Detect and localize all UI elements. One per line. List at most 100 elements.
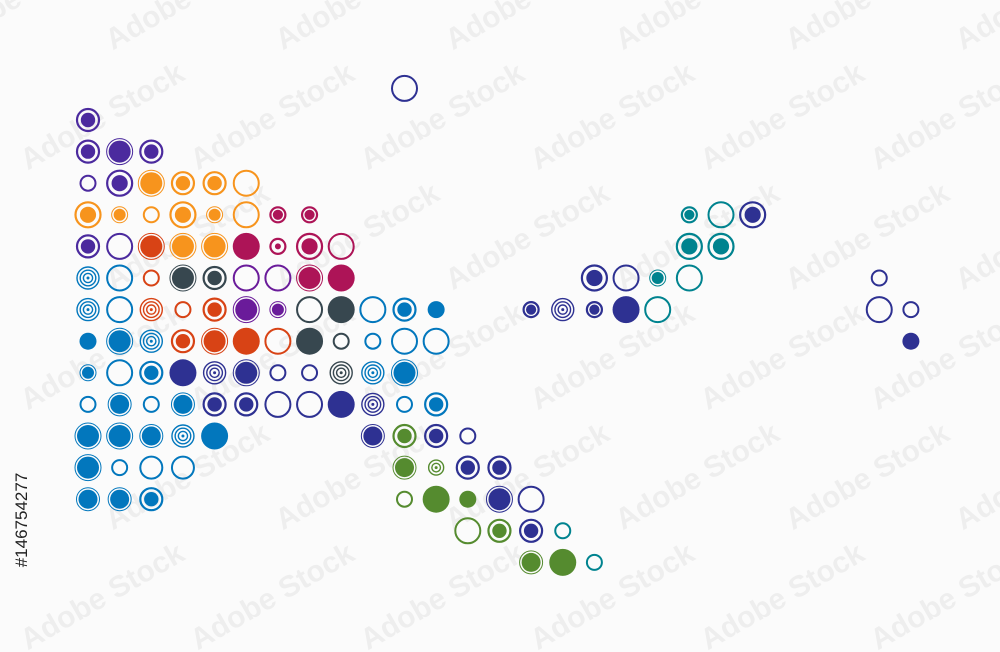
dot-ring xyxy=(139,360,164,385)
map-dot xyxy=(111,206,129,224)
dot-halo xyxy=(170,392,195,417)
map-dot xyxy=(392,297,417,322)
map-dot xyxy=(106,422,134,450)
map-dot xyxy=(170,455,195,480)
dot-ring xyxy=(865,296,893,324)
dot-halo xyxy=(106,422,134,450)
dot-halo xyxy=(74,422,102,450)
dot-halo xyxy=(201,327,229,355)
dot-fill xyxy=(108,140,131,163)
dot-ring xyxy=(301,364,319,382)
dot-ring xyxy=(454,517,482,545)
map-dot xyxy=(392,455,417,480)
map-dot xyxy=(269,301,287,319)
dot-halo xyxy=(76,487,100,512)
map-dot xyxy=(106,138,134,166)
map-dot xyxy=(327,390,355,418)
dot-center xyxy=(589,304,600,315)
dot-ring xyxy=(269,364,287,382)
map-dot xyxy=(296,390,324,418)
map-dot xyxy=(585,301,604,319)
dot-fill xyxy=(902,332,920,350)
dot-ring xyxy=(202,171,227,196)
map-dot xyxy=(865,296,893,324)
dot-concentric-ring xyxy=(364,395,382,413)
map-dot xyxy=(649,269,667,287)
dot-ring xyxy=(79,174,97,192)
map-dot xyxy=(391,327,418,355)
map-dot xyxy=(201,327,229,355)
dot-center xyxy=(371,371,375,375)
dot-ring xyxy=(391,74,418,102)
map-dot xyxy=(76,266,100,290)
map-dot xyxy=(522,301,540,319)
dot-ring xyxy=(269,206,287,224)
dot-halo xyxy=(232,359,260,387)
dot-center xyxy=(86,308,90,312)
dot-concentric-ring xyxy=(177,430,189,442)
dot-ring xyxy=(902,301,920,319)
dot-center xyxy=(80,239,96,254)
dot-center xyxy=(239,397,254,412)
dot-ring xyxy=(111,459,129,477)
dot-fill xyxy=(110,489,130,509)
dot-ring xyxy=(644,296,672,324)
dot-center xyxy=(175,176,191,191)
dot-halo xyxy=(206,206,224,224)
map-dot xyxy=(680,206,698,224)
map-dot xyxy=(327,232,355,260)
map-dot xyxy=(106,169,134,197)
map-dot xyxy=(139,329,164,353)
dot-ring xyxy=(707,232,735,260)
map-dot xyxy=(170,329,196,354)
dot-concentric-ring xyxy=(76,297,100,322)
map-dot xyxy=(169,232,197,260)
dot-concentric-ring xyxy=(427,459,445,476)
map-dot xyxy=(675,232,703,260)
dot-ring xyxy=(300,206,319,224)
map-dot xyxy=(169,359,197,387)
dot-fill xyxy=(395,458,414,478)
dot-ring xyxy=(170,329,196,354)
dot-ring xyxy=(707,201,735,229)
dot-center xyxy=(144,492,159,507)
dot-halo xyxy=(169,264,197,292)
map-dot xyxy=(106,264,134,292)
dot-ring xyxy=(232,201,260,229)
map-dot xyxy=(142,395,160,413)
map-dot xyxy=(139,455,164,480)
map-dot xyxy=(427,459,445,476)
map-dot xyxy=(202,297,227,322)
map-dot xyxy=(232,296,260,324)
dot-ring xyxy=(870,269,888,287)
dot-halo xyxy=(519,550,544,575)
dot-fill xyxy=(201,422,229,450)
dot-ring xyxy=(327,232,355,260)
dot-fill xyxy=(140,235,163,258)
map-dot xyxy=(171,424,195,448)
dot-concentric-ring xyxy=(361,392,385,417)
dot-halo xyxy=(232,296,260,324)
map-dot xyxy=(424,423,449,449)
dot-concentric-ring xyxy=(364,364,382,382)
dot-ring xyxy=(174,301,192,319)
dot-center xyxy=(213,371,217,375)
map-dot xyxy=(202,265,227,291)
dot-center xyxy=(712,238,730,255)
dot-fill xyxy=(232,232,260,260)
map-dot xyxy=(269,237,287,255)
dot-halo xyxy=(137,232,165,260)
map-dot xyxy=(707,232,735,260)
dot-center xyxy=(301,238,318,255)
map-dot xyxy=(106,232,134,260)
map-dot xyxy=(107,487,132,512)
dot-fill xyxy=(327,296,355,324)
dot-ring xyxy=(585,553,603,571)
map-dot xyxy=(79,332,97,350)
map-dot xyxy=(170,171,196,196)
dot-ring xyxy=(234,392,259,417)
dot-center xyxy=(144,144,159,159)
dot-center xyxy=(397,428,412,444)
map-dot xyxy=(232,232,260,260)
